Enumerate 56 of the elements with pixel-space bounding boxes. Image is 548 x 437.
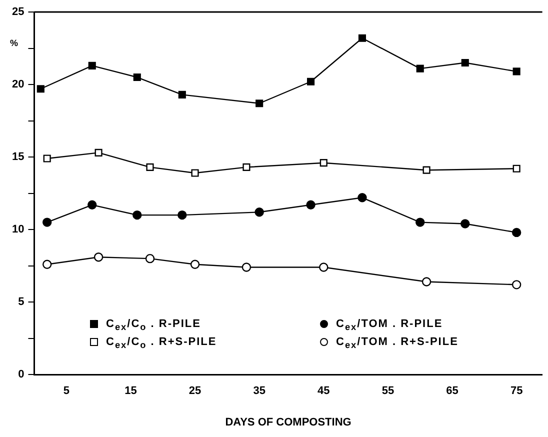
y-tick-label: 5 — [18, 296, 24, 308]
point — [42, 218, 52, 227]
point — [132, 210, 142, 220]
point — [94, 252, 104, 262]
point — [133, 73, 141, 82]
point — [242, 163, 250, 171]
point — [461, 58, 469, 67]
y-axis-title: % — [10, 38, 18, 48]
point — [190, 260, 200, 269]
x-tick-label: 45 — [318, 385, 330, 398]
legend-label: C$_{ex}$/C$_{o}$ . R-PILE — [106, 318, 201, 332]
x-axis-title: DAYS OF COMPOSTING — [225, 416, 352, 428]
point — [358, 34, 366, 42]
point — [460, 219, 470, 228]
point — [416, 218, 425, 227]
point — [88, 62, 96, 70]
x-tick-label: 75 — [510, 385, 523, 398]
point — [422, 277, 432, 286]
point — [306, 200, 316, 210]
point — [256, 100, 264, 108]
point — [512, 280, 522, 290]
y-tick-label: 10 — [12, 224, 24, 236]
point — [422, 166, 430, 174]
x-tick-label: 35 — [253, 385, 266, 398]
point — [416, 64, 424, 72]
y-tick-label: 20 — [12, 78, 24, 91]
point — [320, 159, 328, 167]
x-tick-label: 55 — [382, 385, 394, 398]
point — [191, 169, 199, 177]
y-tick-label: 25 — [12, 6, 24, 18]
point — [319, 262, 328, 272]
point — [145, 254, 155, 264]
y-tick-label: 0 — [18, 368, 24, 381]
y-tick-label: 15 — [12, 151, 24, 164]
point — [88, 200, 97, 210]
legend-label: C$_{ex}$/C$_{o}$ . R+S-PILE — [106, 336, 217, 350]
x-tick-label: 65 — [446, 385, 458, 398]
point — [146, 163, 154, 171]
point — [178, 90, 186, 98]
legend-label: C$_{ex}$/TOM . R-PILE — [336, 318, 443, 332]
point — [358, 193, 367, 202]
point — [178, 210, 187, 220]
legend-label: C$_{ex}$/TOM . R+S-PILE — [336, 336, 458, 350]
x-tick-label: 25 — [188, 385, 202, 398]
point — [94, 148, 102, 156]
point — [43, 154, 51, 162]
x-tick-label: 15 — [124, 385, 137, 398]
point — [36, 85, 44, 93]
point — [254, 208, 264, 217]
x-tick-label: 5 — [63, 385, 70, 398]
point — [42, 260, 52, 269]
point — [512, 164, 520, 172]
point — [512, 228, 522, 238]
point — [242, 262, 252, 272]
point — [306, 78, 315, 86]
point — [512, 68, 520, 76]
